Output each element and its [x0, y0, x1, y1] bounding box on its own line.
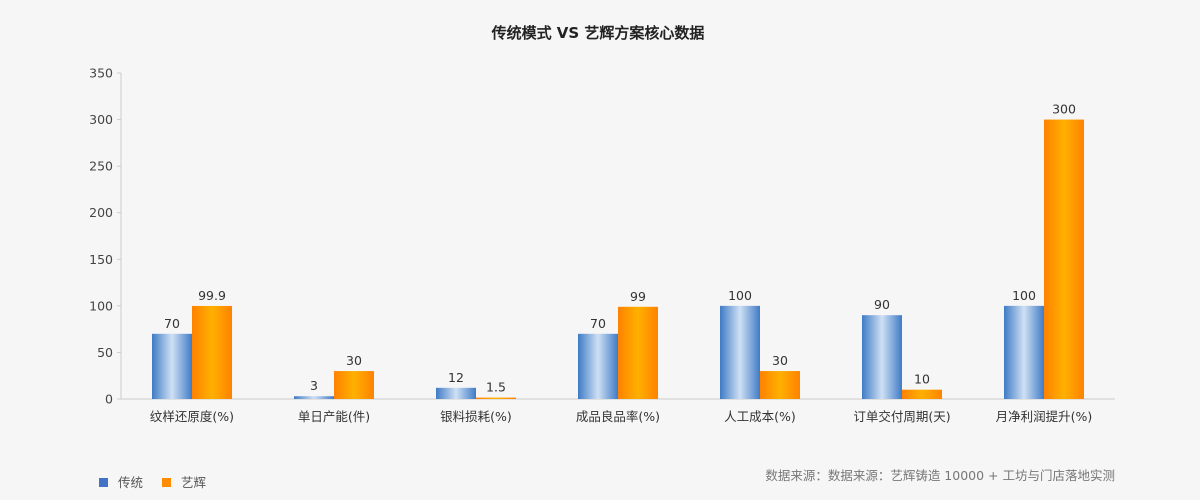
y-tick-label: 150 [89, 252, 113, 267]
bar-traditional [152, 333, 192, 399]
y-tick-label: 200 [89, 205, 113, 220]
value-label-traditional: 100 [1012, 288, 1036, 303]
value-label-yihui: 99.9 [198, 288, 226, 303]
value-label-yihui: 10 [914, 372, 930, 387]
y-tick-label: 300 [89, 112, 113, 127]
value-label-yihui: 30 [772, 353, 788, 368]
legend-label-yihui: 艺辉 [181, 475, 206, 490]
x-category-label: 订单交付周期(天) [853, 409, 950, 424]
bar-group [152, 119, 1084, 400]
bar-traditional [1004, 305, 1044, 399]
bar-yihui [334, 371, 374, 399]
x-category-label: 月净利润提升(%) [996, 409, 1093, 424]
legend-label-traditional: 传统 [118, 475, 143, 490]
x-category-label: 单日产能(件) [298, 409, 370, 424]
bar-traditional [578, 333, 618, 399]
bar-yihui [760, 371, 800, 399]
value-label-traditional: 90 [874, 297, 890, 312]
bar-yihui [1044, 119, 1084, 400]
bar-traditional [294, 396, 334, 399]
legend: 传统 艺辉 [99, 475, 206, 490]
value-label-traditional: 70 [590, 316, 606, 331]
data-source-note: 数据来源：数据来源：艺辉铸造 10000 + 工坊与门店落地实测 [765, 468, 1115, 483]
y-tick-label: 250 [89, 159, 113, 174]
x-category-label: 成品良品率(%) [576, 409, 660, 424]
bar-yihui [476, 397, 516, 399]
value-label-yihui: 30 [346, 353, 362, 368]
chart-title: 传统模式 VS 艺辉方案核心数据 [491, 24, 705, 42]
value-label-yihui: 1.5 [486, 380, 506, 395]
legend-swatch-yihui [162, 478, 171, 487]
legend-swatch-traditional [99, 478, 108, 487]
bar-traditional [720, 305, 760, 399]
x-category-label: 银料损耗(%) [440, 409, 512, 424]
value-label-yihui: 300 [1052, 102, 1076, 117]
x-category-label: 人工成本(%) [724, 409, 796, 424]
bar-traditional [862, 315, 902, 399]
value-label-group: 70 99.9 3 30 12 1.5 70 99 100 30 90 10 100 300 [164, 102, 1076, 395]
bar-yihui [192, 305, 232, 399]
bar-traditional [436, 387, 476, 399]
value-label-traditional: 70 [164, 316, 180, 331]
value-label-traditional: 3 [310, 378, 318, 393]
value-label-traditional: 12 [448, 370, 464, 385]
x-category-label: 纹样还原度(%) [150, 409, 234, 424]
value-label-traditional: 100 [728, 288, 752, 303]
y-tick-label: 350 [89, 66, 113, 81]
y-tick-label: 50 [97, 345, 113, 360]
y-tick-label: 0 [105, 392, 113, 407]
value-label-yihui: 99 [630, 289, 646, 304]
y-tick-group: 0 50 100 150 200 250 300 350 [89, 66, 121, 407]
bar-yihui [618, 306, 658, 399]
category-label-group: 纹样还原度(%) 单日产能(件) 银料损耗(%) 成品良品率(%) 人工成本(%) 订单交… [150, 409, 1092, 424]
y-tick-label: 100 [89, 298, 113, 313]
bar-yihui [902, 389, 942, 399]
